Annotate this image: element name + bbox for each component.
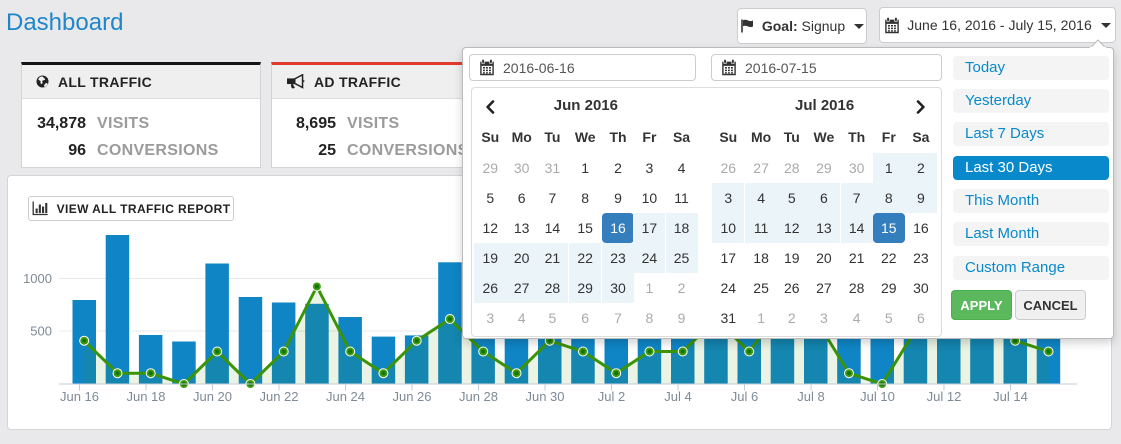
svg-text:Jul 8: Jul 8 — [797, 389, 824, 404]
svg-text:Jun 18: Jun 18 — [126, 389, 165, 404]
svg-text:Jul 4: Jul 4 — [664, 389, 691, 404]
svg-text:Jul 2: Jul 2 — [598, 389, 625, 404]
svg-text:1000: 1000 — [23, 271, 52, 286]
svg-text:Jun 22: Jun 22 — [259, 389, 298, 404]
svg-text:Jun 24: Jun 24 — [326, 389, 365, 404]
svg-text:500: 500 — [30, 324, 52, 339]
svg-text:Jun 20: Jun 20 — [193, 389, 232, 404]
svg-text:Jul 14: Jul 14 — [993, 389, 1028, 404]
svg-text:Jun 28: Jun 28 — [459, 389, 498, 404]
svg-text:Jul 12: Jul 12 — [927, 389, 962, 404]
svg-text:Jul 10: Jul 10 — [860, 389, 895, 404]
svg-text:Jun 26: Jun 26 — [392, 389, 431, 404]
svg-text:Jun 16: Jun 16 — [60, 389, 99, 404]
svg-text:Jul 6: Jul 6 — [731, 389, 758, 404]
svg-text:Jun 30: Jun 30 — [525, 389, 564, 404]
